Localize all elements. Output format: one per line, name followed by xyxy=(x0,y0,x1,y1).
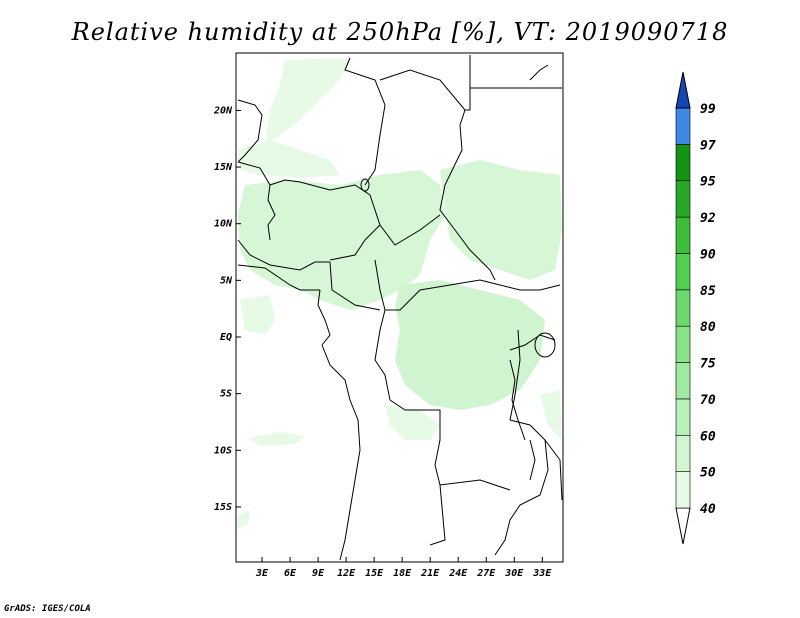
map-frame xyxy=(235,52,564,563)
colorbar-label: 99 xyxy=(700,102,716,117)
lon-tick-label: 27E xyxy=(476,568,496,579)
colorbar-box xyxy=(675,325,691,363)
humidity-field xyxy=(238,58,562,528)
rh-area-coast xyxy=(240,295,275,335)
lat-tick-label: 10S xyxy=(214,445,232,456)
lon-tick-label: 18E xyxy=(393,568,412,579)
lon-tick-label: 30E xyxy=(504,568,524,579)
lon-tick-label: 9E xyxy=(312,568,325,579)
colorbar-box xyxy=(675,216,691,254)
lat-tick-label: 5S xyxy=(220,389,232,400)
colorbar-label: 90 xyxy=(700,247,716,262)
lat-axis: 20N 15N 10N 5N EQ 5S 10S 15S xyxy=(213,105,241,513)
map-title: Relative humidity at 250hPa [%], VT: 201… xyxy=(71,18,729,46)
lat-tick-label: 10N xyxy=(214,219,233,230)
colorbar-box xyxy=(675,180,691,218)
lon-tick-label: 33E xyxy=(532,568,552,579)
colorbar-box xyxy=(675,398,691,436)
lon-tick-label: 12E xyxy=(337,568,356,579)
lat-tick-label: 5N xyxy=(220,275,233,286)
lat-tick-label: EQ xyxy=(220,332,232,343)
lat-tick-label: 20N xyxy=(213,105,233,116)
rh-area-congo xyxy=(395,280,545,410)
colorbar-box xyxy=(675,471,691,509)
rh-area-southeast xyxy=(540,390,562,440)
lon-tick-label: 21E xyxy=(420,568,440,579)
colorbar-box xyxy=(675,362,691,400)
colorbar-box xyxy=(675,144,691,182)
lat-tick-label: 15N xyxy=(214,162,233,173)
lakes xyxy=(360,178,556,481)
rh-area-east-africa xyxy=(440,160,562,280)
colorbar: 40 50 60 70 75 80 85 90 92 95 97 99 xyxy=(675,71,716,545)
colorbar-label: 95 xyxy=(700,175,716,190)
lon-tick-label: 24E xyxy=(448,568,468,579)
colorbar-min-arrow xyxy=(675,507,691,545)
colorbar-label: 85 xyxy=(700,284,716,299)
credit-label: GrADS: IGES/COLA xyxy=(4,604,91,614)
colorbar-label: 60 xyxy=(700,429,716,444)
colorbar-label: 80 xyxy=(700,320,716,335)
rh-area-gulf xyxy=(238,510,250,528)
lat-tick-label: 15S xyxy=(214,502,232,513)
colorbar-box xyxy=(675,289,691,327)
rh-area-atlantic xyxy=(248,432,305,446)
lon-tick-label: 3E xyxy=(255,568,269,579)
lon-tick-label: 6E xyxy=(284,568,297,579)
colorbar-label: 70 xyxy=(700,393,716,408)
colorbar-box xyxy=(675,434,691,472)
colorbar-label: 92 xyxy=(700,211,716,226)
colorbar-max-arrow xyxy=(675,71,691,109)
colorbar-label: 40 xyxy=(700,502,716,517)
colorbar-box xyxy=(675,253,691,291)
rh-area-angola xyxy=(385,405,440,440)
rh-area-west-africa xyxy=(238,170,445,310)
colorbar-label: 50 xyxy=(700,466,716,481)
rh-area-sahara xyxy=(265,58,350,145)
colorbar-box xyxy=(675,107,691,145)
lon-tick-label: 15E xyxy=(365,568,384,579)
colorbar-label: 75 xyxy=(700,357,716,372)
colorbar-label: 97 xyxy=(700,138,716,153)
lon-axis: 3E 6E 9E 12E 15E 18E 21E 24E 27E 30E 33E xyxy=(255,557,552,579)
rh-area-northwest xyxy=(238,140,340,178)
